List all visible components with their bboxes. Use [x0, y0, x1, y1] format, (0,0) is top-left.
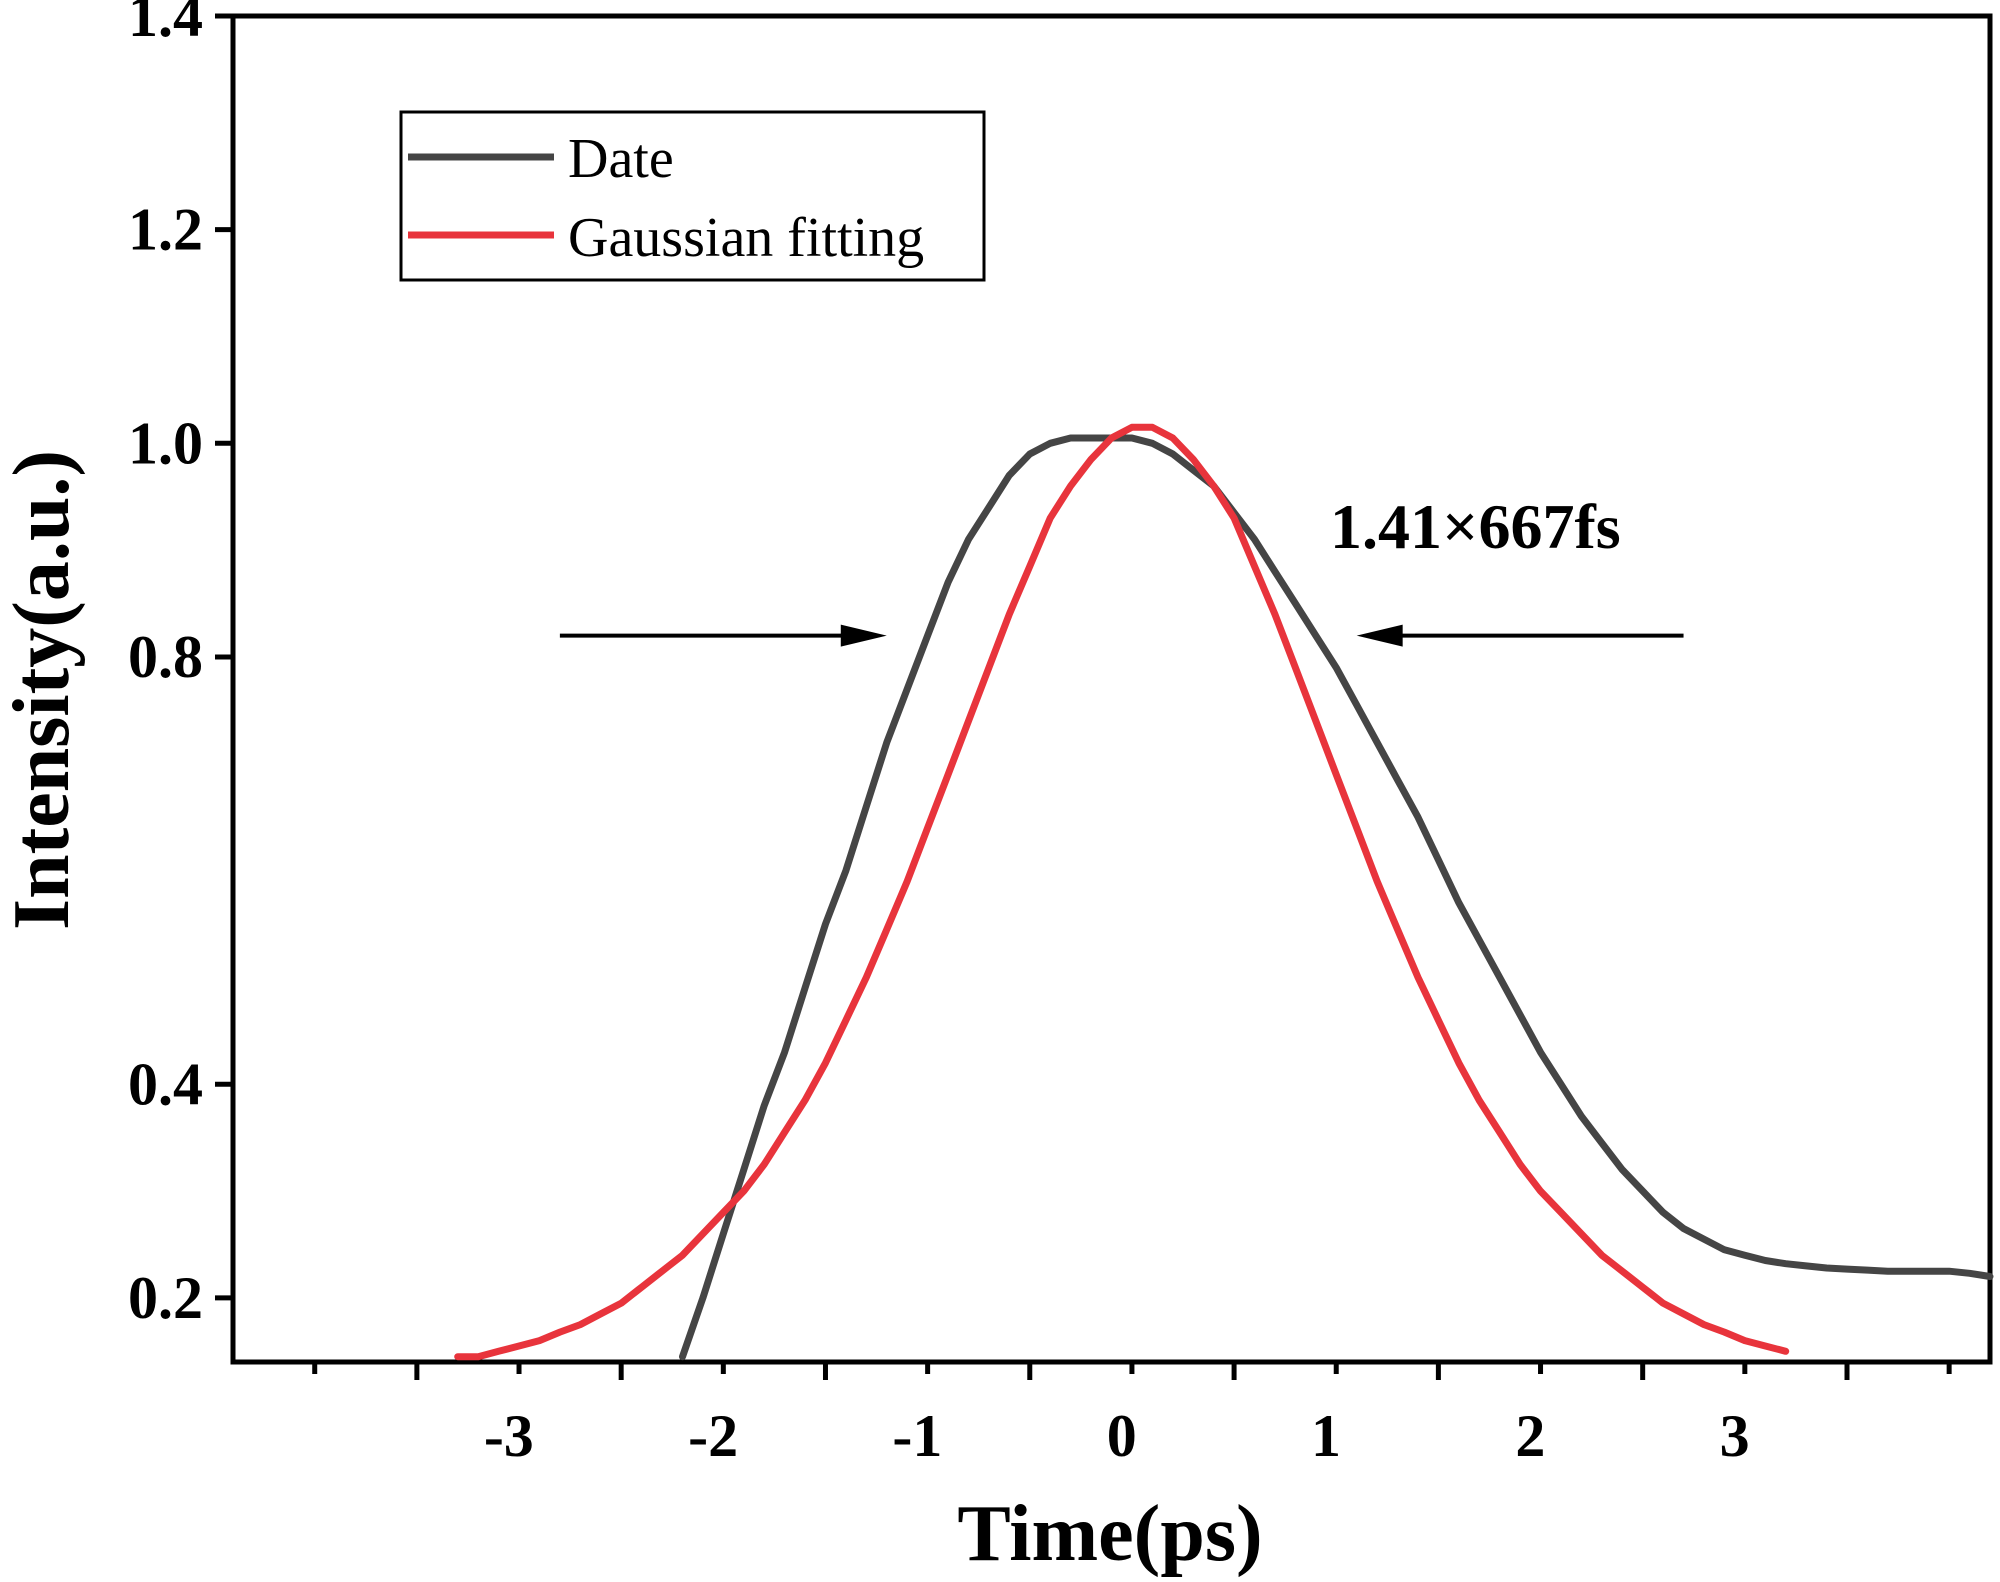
y-axis-title: Intensity(a.u.) — [0, 450, 86, 930]
x-tick-label: -3 — [484, 1403, 534, 1469]
series-line-gaussian-fitting — [454, 423, 1790, 1361]
legend: Date Gaussian fitting — [399, 110, 986, 282]
y-tick-label: 0.4 — [128, 1051, 203, 1117]
x-tick-label: -2 — [688, 1403, 738, 1469]
legend-label-date: Date — [568, 128, 674, 190]
y-tick-label: 0.2 — [128, 1265, 203, 1331]
y-tick-label: 1.2 — [128, 197, 203, 263]
legend-label-gaussian-fitting: Gaussian fitting — [568, 207, 924, 269]
arrow-layer — [559, 624, 1684, 647]
plot-frame — [230, 13, 1993, 1365]
y-tick-label: 0.8 — [128, 624, 203, 690]
x-axis-ticks: -3 -2 -1 0 1 2 3 — [312, 1362, 1952, 1469]
x-tick-label: 3 — [1720, 1403, 1750, 1469]
x-tick-label: -1 — [892, 1403, 942, 1469]
x-tick-label: 2 — [1515, 1403, 1545, 1469]
series-layer — [454, 423, 1994, 1361]
left-fwhm-arrow-head — [840, 624, 887, 647]
x-tick-label: 1 — [1311, 1403, 1341, 1469]
x-tick-label: 0 — [1107, 1403, 1137, 1469]
y-tick-label: 1.0 — [128, 410, 203, 476]
y-axis-ticks: 0.2 0.4 0.8 1.0 1.2 1.4 — [128, 0, 233, 1331]
right-fwhm-arrow-head — [1356, 624, 1403, 647]
x-axis-title: Time(ps) — [957, 1490, 1262, 1578]
series-line-date — [679, 434, 1994, 1361]
legend-box — [399, 110, 986, 282]
y-tick-label: 1.4 — [128, 0, 203, 49]
fwhm-annotation: 1.41×667fs — [1330, 491, 1621, 562]
